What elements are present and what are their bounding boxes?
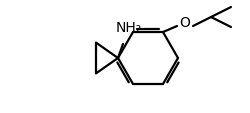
Text: NH₂: NH₂ [116, 21, 142, 35]
Text: O: O [180, 16, 190, 30]
